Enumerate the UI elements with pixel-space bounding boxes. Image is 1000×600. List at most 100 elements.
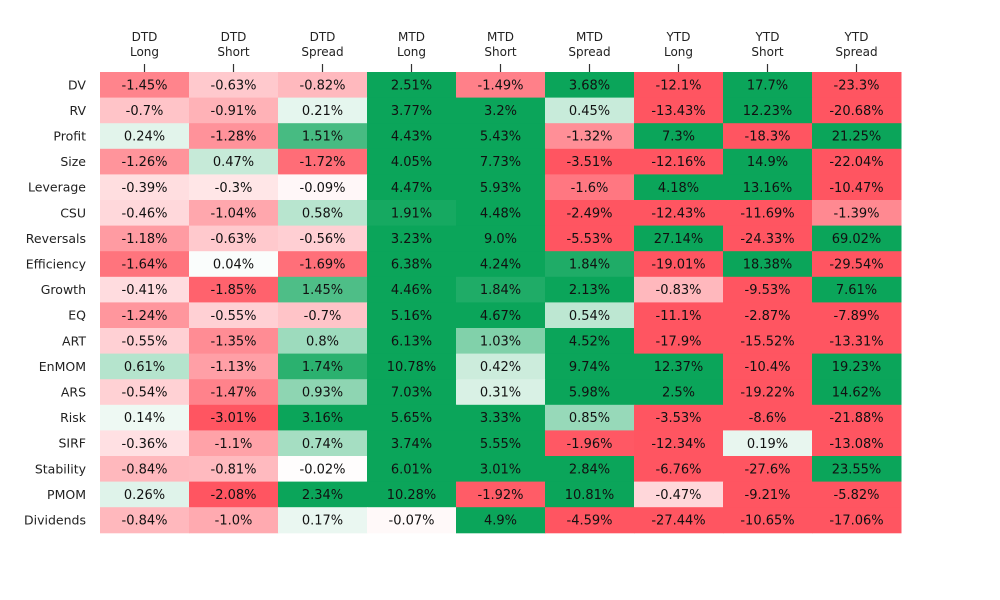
heatmap-cell xyxy=(189,328,279,355)
heatmap-cell xyxy=(545,148,635,175)
heatmap-cell xyxy=(812,404,902,431)
cell-value-label: -12.43% xyxy=(651,206,705,221)
heatmap-cell xyxy=(456,328,546,355)
cell-value-label: -1.92% xyxy=(478,488,524,503)
heatmap-cell xyxy=(100,97,190,124)
cell-value-label: -11.69% xyxy=(740,206,794,221)
heatmap-cell xyxy=(189,430,279,457)
heatmap-cell xyxy=(634,174,724,201)
cell-value-label: -23.3% xyxy=(834,78,880,93)
heatmap-cell xyxy=(367,456,457,483)
cell-value-label: 2.34% xyxy=(302,488,343,503)
cell-value-label: -9.21% xyxy=(745,488,791,503)
heatmap-cell xyxy=(723,456,813,483)
cell-value-label: 2.13% xyxy=(569,283,610,298)
row-label: Leverage xyxy=(28,180,86,195)
heatmap-cell xyxy=(812,148,902,175)
cell-value-label: -1.64% xyxy=(122,258,168,273)
heatmap-cell xyxy=(100,481,190,508)
heatmap-cell xyxy=(189,276,279,303)
column-label-line: Long xyxy=(130,45,159,59)
heatmap-cell xyxy=(723,481,813,508)
heatmap-cell xyxy=(634,328,724,355)
cell-value-label: 17.7% xyxy=(747,78,788,93)
heatmap-cell xyxy=(278,430,368,457)
cell-value-label: 21.25% xyxy=(832,130,882,145)
heatmap-cell xyxy=(634,123,724,150)
heatmap-cell xyxy=(100,302,190,329)
cell-value-label: -0.63% xyxy=(211,78,257,93)
cell-value-label: -12.1% xyxy=(656,78,702,93)
cell-value-label: 10.81% xyxy=(565,488,615,503)
heatmap-cell xyxy=(723,379,813,406)
heatmap-cell xyxy=(723,174,813,201)
column-label: YTD Spread xyxy=(835,30,877,59)
cell-value-label: -1.32% xyxy=(567,130,613,145)
cell-value-label: -0.09% xyxy=(300,181,346,196)
cell-value-label: -1.35% xyxy=(211,334,257,349)
cell-value-label: 1.45% xyxy=(302,283,343,298)
heatmap-cell xyxy=(100,430,190,457)
heatmap-cell xyxy=(456,225,546,252)
column-label-line: MTD xyxy=(576,30,603,44)
heatmap-cell xyxy=(545,72,635,99)
cell-value-label: 2.51% xyxy=(391,78,432,93)
heatmap-cell xyxy=(278,507,368,534)
column-ticks xyxy=(143,64,858,72)
row-label: Risk xyxy=(60,410,87,425)
column-label-line: Short xyxy=(484,45,516,59)
cell-value-label: -0.84% xyxy=(122,462,168,477)
cell-value-label: 6.01% xyxy=(391,462,432,477)
heatmap-cell xyxy=(456,200,546,227)
heatmap-cell xyxy=(456,276,546,303)
column-label: DTD Spread xyxy=(301,30,343,59)
cell-value-label: -27.44% xyxy=(651,514,705,529)
row-label: Dividends xyxy=(24,513,86,528)
heatmap-cell xyxy=(367,72,457,99)
heatmap-cell xyxy=(634,251,724,278)
cell-value-label: -1.18% xyxy=(122,232,168,247)
heatmap-cell xyxy=(723,123,813,150)
heatmap-cell xyxy=(812,302,902,329)
cell-value-label: 5.98% xyxy=(569,386,610,401)
cell-value-label: 13.16% xyxy=(743,181,793,196)
heatmap-cell xyxy=(545,174,635,201)
cell-value-label: 27.14% xyxy=(654,232,704,247)
column-label-line: Long xyxy=(664,45,693,59)
cell-value-label: -27.6% xyxy=(745,462,791,477)
cell-value-label: 0.61% xyxy=(124,360,165,375)
cell-value-label: 7.61% xyxy=(836,283,877,298)
heatmap-cell xyxy=(545,456,635,483)
heatmap-cell xyxy=(634,97,724,124)
cell-value-label: 0.31% xyxy=(480,386,521,401)
row-labels: DV RV Profit Size Leverage CSU Reversals Effici… xyxy=(24,77,87,527)
heatmap-cell xyxy=(723,200,813,227)
heatmap-cell xyxy=(367,353,457,380)
cell-value-label: 4.52% xyxy=(569,334,610,349)
heatmap-cell xyxy=(812,200,902,227)
cell-value-label: 4.18% xyxy=(658,181,699,196)
cell-value-label: -1.04% xyxy=(211,206,257,221)
heatmap-cell xyxy=(456,353,546,380)
cell-value-label: -0.81% xyxy=(211,462,257,477)
heatmap-cell xyxy=(456,404,546,431)
heatmap-cell xyxy=(367,302,457,329)
cell-value-label: -19.01% xyxy=(651,258,705,273)
heatmap-cell xyxy=(189,72,279,99)
cell-value-label: 3.77% xyxy=(391,104,432,119)
cell-value-label: 4.67% xyxy=(480,309,521,324)
column-label: YTD Long xyxy=(664,30,693,59)
column-label-line: Short xyxy=(751,45,783,59)
heatmap-cell xyxy=(367,97,457,124)
cell-value-label: -22.04% xyxy=(829,155,883,170)
heatmap-cell xyxy=(367,148,457,175)
heatmap-cell xyxy=(456,481,546,508)
heatmap-cell xyxy=(456,251,546,278)
cell-value-label: 2.84% xyxy=(569,462,610,477)
row-label: CSU xyxy=(60,205,86,220)
heatmap-cell xyxy=(189,404,279,431)
heatmap-cell xyxy=(545,251,635,278)
heatmap-cell xyxy=(634,481,724,508)
cell-value-label: -17.9% xyxy=(656,334,702,349)
